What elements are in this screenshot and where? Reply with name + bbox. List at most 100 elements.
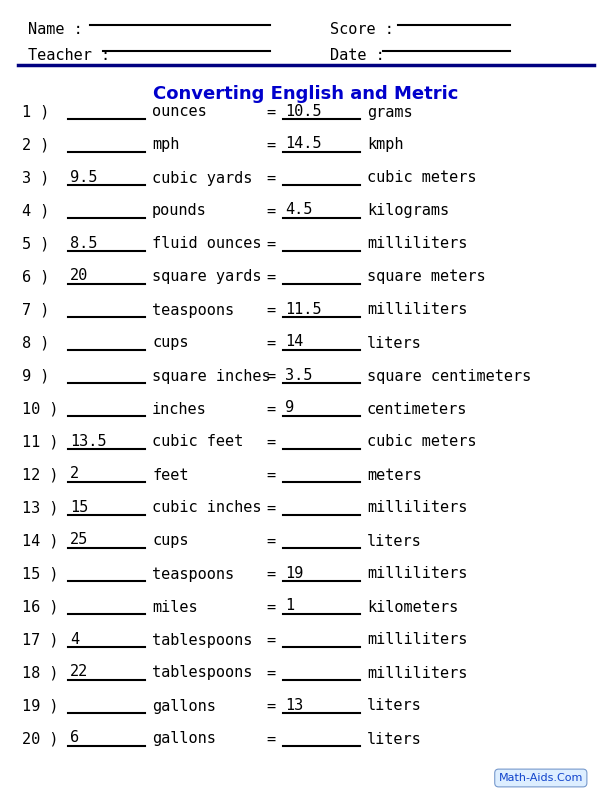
Text: 3.5: 3.5 xyxy=(285,367,312,383)
Text: 22: 22 xyxy=(70,664,88,680)
Text: 20: 20 xyxy=(70,268,88,284)
Text: meters: meters xyxy=(367,467,422,482)
Text: 8.5: 8.5 xyxy=(70,235,97,250)
Text: 1: 1 xyxy=(285,599,294,614)
Text: cubic meters: cubic meters xyxy=(367,435,477,450)
Text: 9: 9 xyxy=(285,401,294,416)
Text: kilograms: kilograms xyxy=(367,204,449,219)
Text: 15: 15 xyxy=(70,500,88,515)
Text: 9 ): 9 ) xyxy=(22,368,50,383)
Text: 7 ): 7 ) xyxy=(22,303,50,318)
Text: =: = xyxy=(266,170,275,185)
Text: 4: 4 xyxy=(70,631,79,646)
Text: square centimeters: square centimeters xyxy=(367,368,531,383)
Text: milliliters: milliliters xyxy=(367,237,468,252)
Text: cubic meters: cubic meters xyxy=(367,170,477,185)
Text: liters: liters xyxy=(367,732,422,747)
Text: gallons: gallons xyxy=(152,699,216,714)
Text: liters: liters xyxy=(367,336,422,351)
Text: =: = xyxy=(266,303,275,318)
Text: Converting English and Metric: Converting English and Metric xyxy=(154,85,458,103)
Text: 16 ): 16 ) xyxy=(22,600,59,615)
Text: =: = xyxy=(266,633,275,648)
Text: =: = xyxy=(266,435,275,450)
Text: =: = xyxy=(266,600,275,615)
Text: 19: 19 xyxy=(285,565,304,581)
Text: 12 ): 12 ) xyxy=(22,467,59,482)
Text: Date :: Date : xyxy=(330,48,385,63)
Text: milliliters: milliliters xyxy=(367,633,468,648)
Text: =: = xyxy=(266,368,275,383)
Text: tablespoons: tablespoons xyxy=(152,633,252,648)
Text: cubic yards: cubic yards xyxy=(152,170,252,185)
Text: 10 ): 10 ) xyxy=(22,402,59,417)
Text: teaspoons: teaspoons xyxy=(152,566,234,581)
Text: 19 ): 19 ) xyxy=(22,699,59,714)
Text: =: = xyxy=(266,105,275,120)
Text: 1 ): 1 ) xyxy=(22,105,50,120)
Text: teaspoons: teaspoons xyxy=(152,303,234,318)
Text: tablespoons: tablespoons xyxy=(152,665,252,680)
Text: =: = xyxy=(266,467,275,482)
Text: feet: feet xyxy=(152,467,188,482)
Text: cubic inches: cubic inches xyxy=(152,501,261,516)
Text: 4 ): 4 ) xyxy=(22,204,50,219)
Text: =: = xyxy=(266,732,275,747)
Text: =: = xyxy=(266,699,275,714)
Text: liters: liters xyxy=(367,699,422,714)
Text: =: = xyxy=(266,566,275,581)
Text: 18 ): 18 ) xyxy=(22,665,59,680)
Text: miles: miles xyxy=(152,600,198,615)
Text: kilometers: kilometers xyxy=(367,600,458,615)
Text: 5 ): 5 ) xyxy=(22,237,50,252)
Text: 13: 13 xyxy=(285,698,304,713)
Text: gallons: gallons xyxy=(152,732,216,747)
Text: liters: liters xyxy=(367,534,422,549)
Text: 8 ): 8 ) xyxy=(22,336,50,351)
Text: 2: 2 xyxy=(70,466,79,482)
Text: mph: mph xyxy=(152,138,179,153)
Text: 6: 6 xyxy=(70,730,79,745)
Text: =: = xyxy=(266,237,275,252)
Text: =: = xyxy=(266,336,275,351)
Text: 6 ): 6 ) xyxy=(22,269,50,284)
Text: =: = xyxy=(266,204,275,219)
Text: 13 ): 13 ) xyxy=(22,501,59,516)
Text: 15 ): 15 ) xyxy=(22,566,59,581)
Text: 14 ): 14 ) xyxy=(22,534,59,549)
Text: square meters: square meters xyxy=(367,269,486,284)
Text: square yards: square yards xyxy=(152,269,261,284)
Text: Name :: Name : xyxy=(28,22,83,37)
Text: square inches: square inches xyxy=(152,368,271,383)
Text: inches: inches xyxy=(152,402,207,417)
Text: =: = xyxy=(266,534,275,549)
Text: 17 ): 17 ) xyxy=(22,633,59,648)
Text: 3 ): 3 ) xyxy=(22,170,50,185)
Text: centimeters: centimeters xyxy=(367,402,468,417)
Text: cups: cups xyxy=(152,534,188,549)
Text: milliliters: milliliters xyxy=(367,665,468,680)
Text: ounces: ounces xyxy=(152,105,207,120)
Text: milliliters: milliliters xyxy=(367,566,468,581)
Text: grams: grams xyxy=(367,105,412,120)
Text: milliliters: milliliters xyxy=(367,501,468,516)
Text: 11 ): 11 ) xyxy=(22,435,59,450)
Text: =: = xyxy=(266,402,275,417)
Text: 14: 14 xyxy=(285,334,304,349)
Text: 10.5: 10.5 xyxy=(285,104,321,119)
Text: 20 ): 20 ) xyxy=(22,732,59,747)
Text: =: = xyxy=(266,665,275,680)
Text: 2 ): 2 ) xyxy=(22,138,50,153)
Text: Teacher :: Teacher : xyxy=(28,48,110,63)
Text: kmph: kmph xyxy=(367,138,403,153)
Text: =: = xyxy=(266,501,275,516)
Text: 9.5: 9.5 xyxy=(70,169,97,185)
Text: 11.5: 11.5 xyxy=(285,302,321,317)
Text: Score :: Score : xyxy=(330,22,394,37)
Text: =: = xyxy=(266,269,275,284)
Text: 25: 25 xyxy=(70,532,88,547)
Text: 13.5: 13.5 xyxy=(70,433,106,448)
Text: Math-Aids.Com: Math-Aids.Com xyxy=(499,773,583,783)
Text: cubic feet: cubic feet xyxy=(152,435,243,450)
Text: pounds: pounds xyxy=(152,204,207,219)
